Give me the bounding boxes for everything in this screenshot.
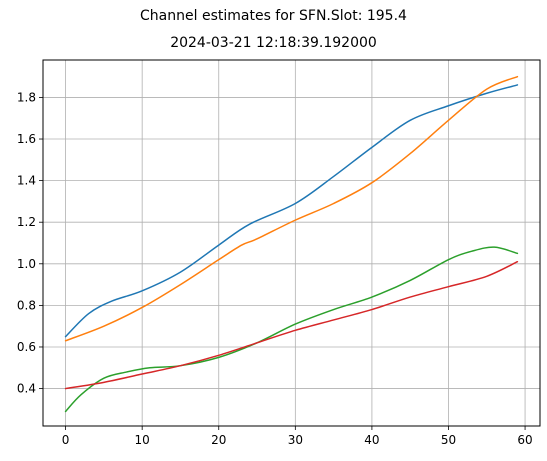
x-tick-label: 60 [517,433,532,447]
chart-title: Channel estimates for SFN.Slot: 195.4 [140,8,407,24]
x-tick-label: 30 [288,433,303,447]
y-axis: 0.4 0.6 0.8 1.0 1.2 1.4 1.6 1.8 [17,90,43,396]
y-tick-label: 1.4 [17,174,36,188]
y-tick-label: 0.6 [17,340,36,354]
series-line-3 [64,246,519,413]
y-tick-label: 0.4 [17,382,36,396]
y-tick-label: 1.0 [17,257,36,271]
x-tick-label: 50 [441,433,456,447]
y-tick-label: 1.6 [17,132,36,146]
x-tick-label: 20 [211,433,226,447]
x-tick-label: 40 [364,433,379,447]
series-line-4 [64,260,519,390]
x-axis: 0 10 20 30 40 50 60 [62,426,533,447]
plot-frame [42,59,541,427]
chart-subtitle: 2024-03-21 12:18:39.192000 [170,35,377,51]
x-tick-label: 10 [135,433,150,447]
grid-lines [43,60,540,426]
series-lines [64,75,519,413]
y-tick-label: 1.8 [17,90,36,104]
series-line-1 [64,84,519,338]
series-line-2 [64,75,519,342]
x-tick-label: 0 [62,433,70,447]
y-tick-label: 0.8 [17,298,36,312]
y-tick-label: 1.2 [17,215,36,229]
